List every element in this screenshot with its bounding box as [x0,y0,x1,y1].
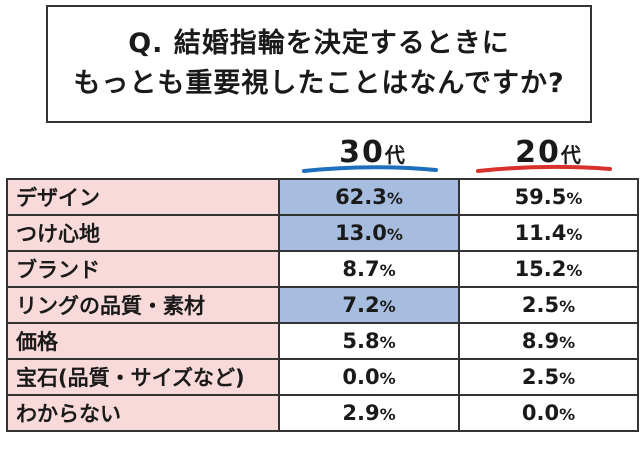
percent-sign: % [559,333,576,352]
value-number: 8.9 [521,329,560,353]
value-cell-20s: 0.0% [458,394,639,432]
value-cell-30s: 5.8% [278,322,460,360]
value-number: 11.4 [514,221,567,245]
value-cell-30s: 8.7% [278,250,460,288]
results-table: デザイン 62.3% 59.5% つけ心地 13.0% 11.4% ブランド 8.7% 15.2… [6,178,639,432]
column-header-30s-num: 30 [339,135,385,170]
value-cell-20s: 11.4% [458,214,639,252]
underline-30s [302,165,438,173]
question-line-1: Q. 結婚指輪を決定するときに [128,28,510,59]
percent-sign: % [386,225,403,244]
value-number: 5.8 [342,329,380,353]
underline-20s [476,164,612,173]
value-number: 7.2 [342,293,380,317]
table-row: デザイン 62.3% 59.5% [6,178,639,216]
table-row: リングの品質・素材 7.2% 2.5% [6,286,639,324]
value-number: 0.0 [342,365,380,389]
value-cell-30s: 13.0% [278,214,460,252]
row-label: リングの品質・素材 [6,286,280,324]
percent-sign: % [379,405,396,424]
value-number: 13.0 [335,221,387,245]
question-line-2: もっとも重要視したことはなんですか? [73,68,565,99]
percent-sign: % [379,333,396,352]
value-number: 8.7 [342,257,380,281]
table-row: ブランド 8.7% 15.2% [6,250,639,288]
row-label: つけ心地 [6,214,280,252]
row-label: ブランド [6,250,280,288]
question-box: Q. 結婚指輪を決定するときに もっとも重要視したことはなんですか? [46,5,592,123]
value-number: 15.2 [514,257,567,281]
percent-sign: % [379,261,396,280]
table-row: わからない 2.9% 0.0% [6,394,639,432]
value-cell-20s: 2.5% [458,358,639,396]
column-header-30s: 30代 [282,135,462,170]
row-label: わからない [6,394,280,432]
value-cell-30s: 7.2% [278,286,460,324]
percent-sign: % [559,297,576,316]
value-cell-20s: 8.9% [458,322,639,360]
column-header-20s: 20代 [458,135,638,170]
percent-sign: % [379,369,396,388]
value-cell-20s: 59.5% [458,178,639,216]
row-label: 宝石(品質・サイズなど) [6,358,280,396]
column-header-20s-num: 20 [515,135,561,170]
percent-sign: % [566,225,583,244]
value-number: 62.3 [335,185,387,209]
table-row: 価格 5.8% 8.9% [6,322,639,360]
value-number: 0.0 [521,401,560,425]
value-cell-20s: 2.5% [458,286,639,324]
value-cell-30s: 0.0% [278,358,460,396]
column-header-30s-suffix: 代 [384,143,405,167]
table-row: つけ心地 13.0% 11.4% [6,214,639,252]
value-number: 2.5 [521,293,560,317]
value-cell-30s: 2.9% [278,394,460,432]
percent-sign: % [379,297,396,316]
percent-sign: % [559,405,576,424]
table-row: 宝石(品質・サイズなど) 0.0% 2.5% [6,358,639,396]
row-label: 価格 [6,322,280,360]
percent-sign: % [386,189,403,208]
value-cell-30s: 62.3% [278,178,460,216]
percent-sign: % [559,369,576,388]
value-number: 2.9 [342,401,380,425]
value-number: 59.5 [514,185,567,209]
row-label: デザイン [6,178,280,216]
value-number: 2.5 [521,365,560,389]
percent-sign: % [566,189,583,208]
percent-sign: % [566,261,583,280]
column-header-20s-suffix: 代 [560,143,581,167]
value-cell-20s: 15.2% [458,250,639,288]
